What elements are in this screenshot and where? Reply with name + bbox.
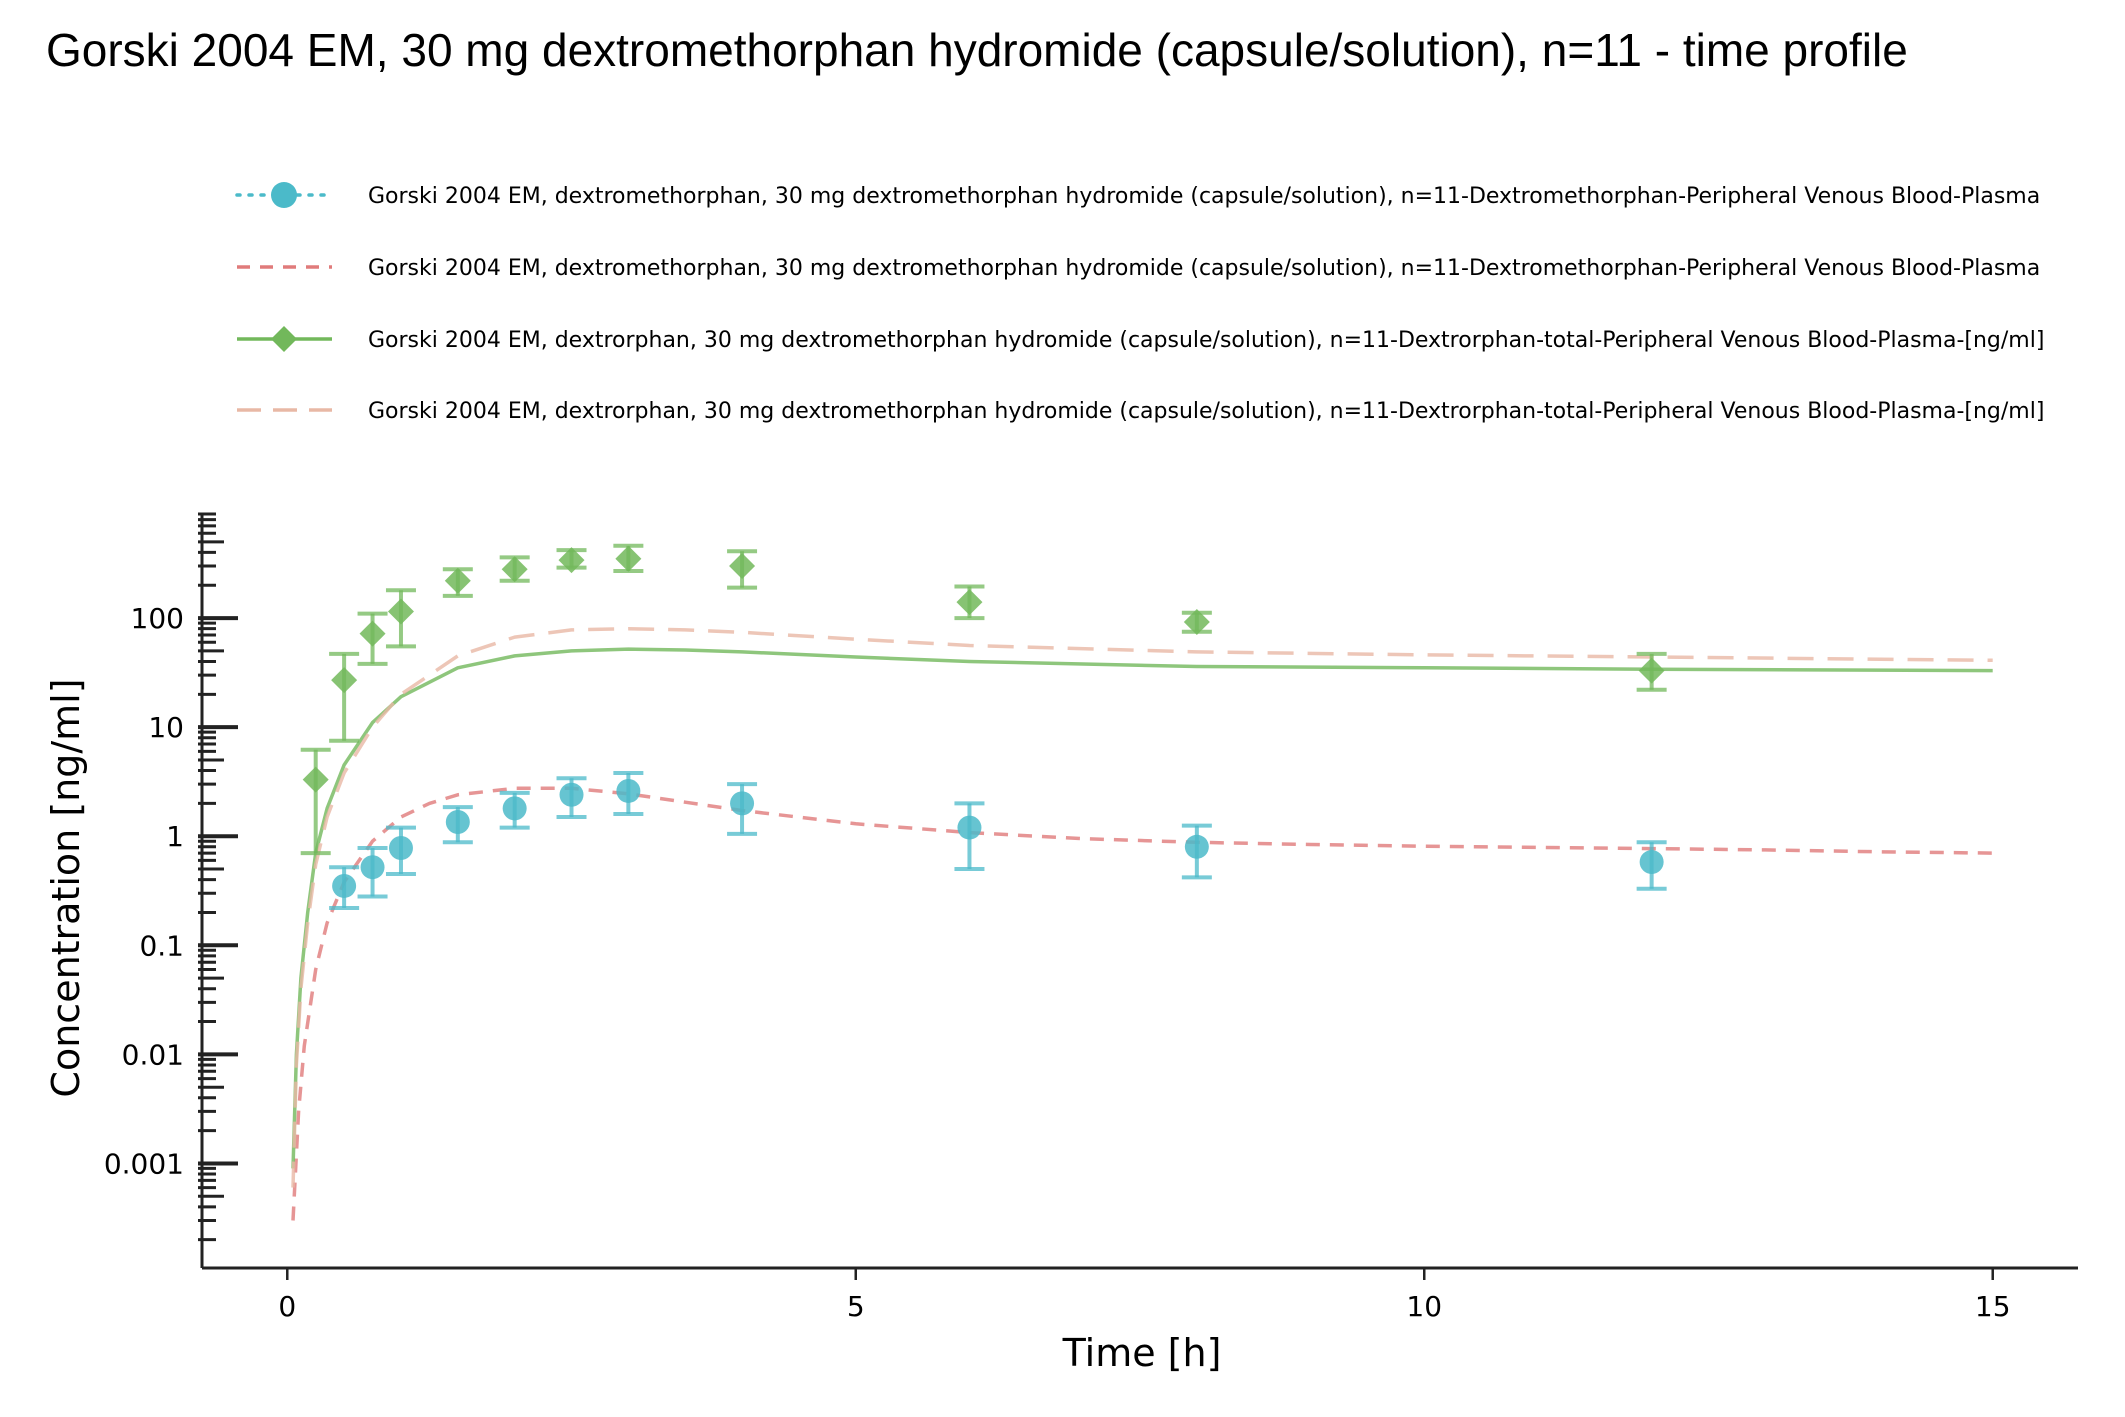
- legend-swatch-marker: [271, 182, 297, 208]
- y-tick-label: 0.1: [139, 929, 184, 962]
- axes: 0 5 10 15 0.001 0.01 0.1 1 10 100: [104, 512, 2078, 1323]
- data-point: [357, 845, 388, 899]
- data-point: [1181, 823, 1212, 880]
- legend-entry: Gorski 2004 EM, dextrorphan, 30 mg dextr…: [237, 326, 2044, 353]
- marker-circle: [1639, 850, 1664, 875]
- marker-circle: [1184, 834, 1209, 859]
- marker-circle: [502, 796, 527, 821]
- marker-circle: [445, 810, 470, 835]
- data-point: [727, 549, 758, 590]
- data-point: [499, 790, 530, 830]
- y-tick-label: 10: [148, 711, 184, 744]
- x-tick-label: 10: [1406, 1290, 1442, 1323]
- marker-diamond: [302, 766, 329, 793]
- data-point: [613, 770, 644, 816]
- marker-diamond: [387, 598, 414, 625]
- data-point: [613, 543, 644, 574]
- data-point: [954, 801, 985, 872]
- plot-points: [300, 543, 1667, 910]
- series-3-line: [291, 647, 1993, 1169]
- marker-diamond: [956, 589, 983, 616]
- marker-circle: [957, 815, 982, 840]
- data-point: [727, 782, 758, 836]
- legend-entry: Gorski 2004 EM, dextromethorphan, 30 mg …: [237, 256, 2040, 281]
- data-point: [1181, 609, 1212, 636]
- legend-label: Gorski 2004 EM, dextromethorphan, 30 mg …: [368, 184, 2040, 209]
- data-point: [556, 776, 587, 820]
- marker-diamond: [558, 547, 585, 574]
- data-point: [357, 611, 388, 666]
- marker-circle: [332, 873, 357, 898]
- marker-circle: [360, 855, 385, 880]
- marker-diamond: [615, 545, 642, 572]
- legend-swatch-marker: [271, 326, 297, 352]
- y-axis-label: Concentration [ng/ml]: [44, 678, 88, 1097]
- x-tick-label: 0: [278, 1290, 296, 1323]
- marker-diamond: [331, 667, 358, 694]
- data-point: [329, 651, 360, 743]
- plot-lines: [291, 626, 1993, 1221]
- y-tick-label: 100: [131, 602, 184, 635]
- data-point: [385, 588, 416, 649]
- y-tick-label: 0.01: [122, 1038, 184, 1071]
- legend-entry: Gorski 2004 EM, dextrorphan, 30 mg dextr…: [237, 399, 2044, 424]
- legend-label: Gorski 2004 EM, dextrorphan, 30 mg dextr…: [368, 399, 2044, 424]
- y-tick-label: 1: [166, 820, 184, 853]
- legend: Gorski 2004 EM, dextromethorphan, 30 mg …: [235, 182, 2044, 424]
- marker-diamond: [501, 556, 528, 583]
- marker-circle: [559, 782, 584, 807]
- data-point: [556, 547, 587, 574]
- data-point: [442, 567, 473, 598]
- series-4-line: [291, 626, 1993, 1188]
- legend-entry: Gorski 2004 EM, dextromethorphan, 30 mg …: [235, 182, 2040, 209]
- data-point: [385, 825, 416, 877]
- x-tick-label: 15: [1975, 1290, 2011, 1323]
- data-point: [329, 865, 360, 910]
- legend-label: Gorski 2004 EM, dextromethorphan, 30 mg …: [368, 256, 2040, 281]
- marker-diamond: [1638, 657, 1665, 684]
- marker-circle: [388, 835, 413, 860]
- series-1-line: [291, 786, 1993, 1221]
- marker-diamond: [1183, 609, 1210, 636]
- marker-diamond: [444, 567, 471, 594]
- data-point: [442, 805, 473, 845]
- marker-diamond: [729, 553, 756, 580]
- data-point: [300, 747, 331, 856]
- data-point: [1636, 840, 1667, 891]
- y-tick-label: 0.001: [104, 1147, 184, 1180]
- chart-title: Gorski 2004 EM, 30 mg dextromethorphan h…: [46, 24, 1908, 76]
- x-axis-label: Time [h]: [1062, 1331, 1222, 1375]
- marker-circle: [616, 778, 641, 803]
- legend-label: Gorski 2004 EM, dextrorphan, 30 mg dextr…: [368, 328, 2044, 353]
- marker-circle: [730, 791, 755, 816]
- x-tick-label: 5: [847, 1290, 865, 1323]
- data-point: [954, 584, 985, 621]
- marker-diamond: [359, 620, 386, 647]
- data-point: [1636, 651, 1667, 692]
- data-point: [499, 555, 530, 583]
